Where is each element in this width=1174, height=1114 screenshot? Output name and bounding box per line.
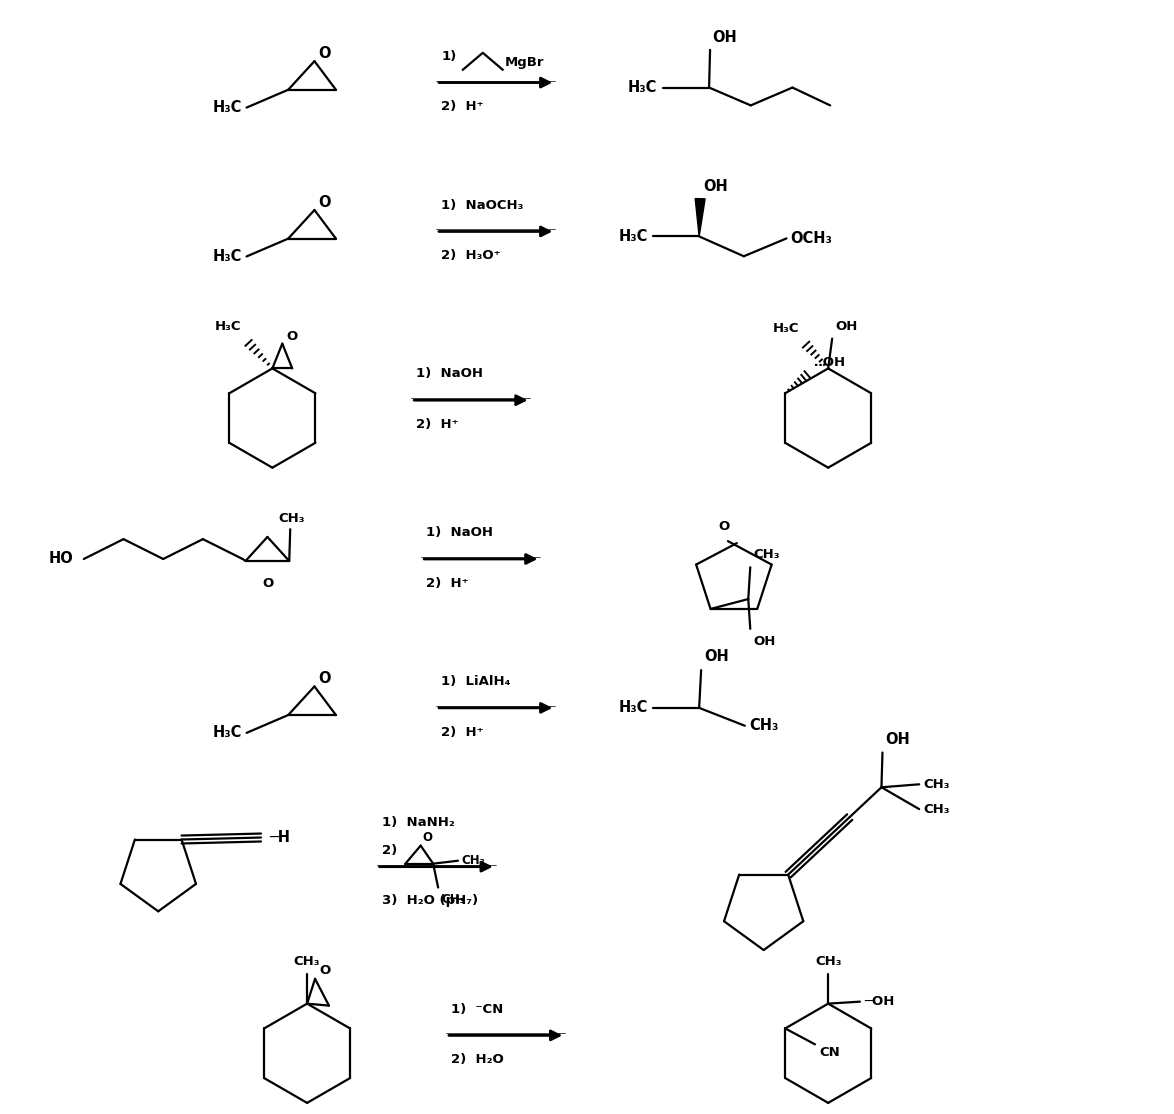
Text: H₃C: H₃C: [772, 322, 799, 334]
Text: 1)  NaOH: 1) NaOH: [426, 526, 493, 539]
Text: 1)  ⁻CN: 1) ⁻CN: [451, 1003, 504, 1016]
Text: CH₃: CH₃: [461, 854, 485, 867]
Text: 2)  H⁺: 2) H⁺: [441, 725, 484, 739]
Polygon shape: [695, 198, 706, 236]
Text: 2): 2): [382, 843, 397, 857]
Text: H₃C: H₃C: [212, 725, 242, 741]
Text: H₃C: H₃C: [619, 701, 648, 715]
Text: OH: OH: [704, 649, 729, 664]
Text: O: O: [318, 672, 331, 686]
Text: 1): 1): [441, 50, 457, 62]
Text: CN: CN: [819, 1046, 839, 1059]
Text: CH₃: CH₃: [923, 778, 950, 791]
Text: HO: HO: [49, 551, 74, 567]
Text: 3)  H₂O (pH₇): 3) H₂O (pH₇): [382, 895, 478, 908]
Text: O: O: [263, 577, 274, 589]
Text: CH₃: CH₃: [815, 955, 842, 968]
Text: MgBr: MgBr: [505, 56, 544, 69]
Text: 2)  H₂O: 2) H₂O: [451, 1053, 504, 1066]
Text: H₃C: H₃C: [628, 80, 657, 95]
Text: CH₃: CH₃: [923, 802, 950, 815]
Text: O: O: [718, 520, 730, 534]
Text: O: O: [286, 330, 297, 343]
Text: H₃C: H₃C: [212, 248, 242, 264]
Text: CH₃: CH₃: [749, 719, 778, 733]
Text: 2)  H⁺: 2) H⁺: [426, 577, 468, 589]
Text: OCH₃: OCH₃: [790, 231, 832, 246]
Text: H₃C: H₃C: [215, 320, 242, 333]
Text: H₃C: H₃C: [212, 100, 242, 115]
Text: O: O: [319, 964, 330, 977]
Text: CH₃: CH₃: [441, 893, 465, 907]
Text: O: O: [423, 831, 433, 843]
Text: ─H: ─H: [269, 830, 290, 846]
Text: ․․OH: ․․OH: [814, 356, 845, 370]
Text: 2)  H⁺: 2) H⁺: [417, 418, 459, 431]
Text: OH: OH: [703, 178, 728, 194]
Text: OH: OH: [885, 732, 910, 746]
Text: CH₃: CH₃: [278, 512, 304, 525]
Text: 1)  LiAlH₄: 1) LiAlH₄: [441, 675, 511, 688]
Text: 1)  NaOH: 1) NaOH: [417, 368, 484, 380]
Text: 1)  NaNH₂: 1) NaNH₂: [382, 815, 454, 829]
Text: OH: OH: [835, 320, 857, 333]
Text: H₃C: H₃C: [619, 228, 648, 244]
Text: OH: OH: [713, 30, 737, 45]
Text: O: O: [318, 46, 331, 61]
Text: CH₃: CH₃: [754, 548, 780, 561]
Text: 1)  NaOCH₃: 1) NaOCH₃: [441, 198, 524, 212]
Text: 2)  H⁺: 2) H⁺: [441, 100, 484, 114]
Text: O: O: [318, 195, 331, 211]
Text: 2)  H₃O⁺: 2) H₃O⁺: [441, 250, 501, 262]
Text: ─OH: ─OH: [864, 995, 895, 1008]
Text: CH₃: CH₃: [294, 955, 321, 968]
Text: OH: OH: [754, 635, 776, 647]
